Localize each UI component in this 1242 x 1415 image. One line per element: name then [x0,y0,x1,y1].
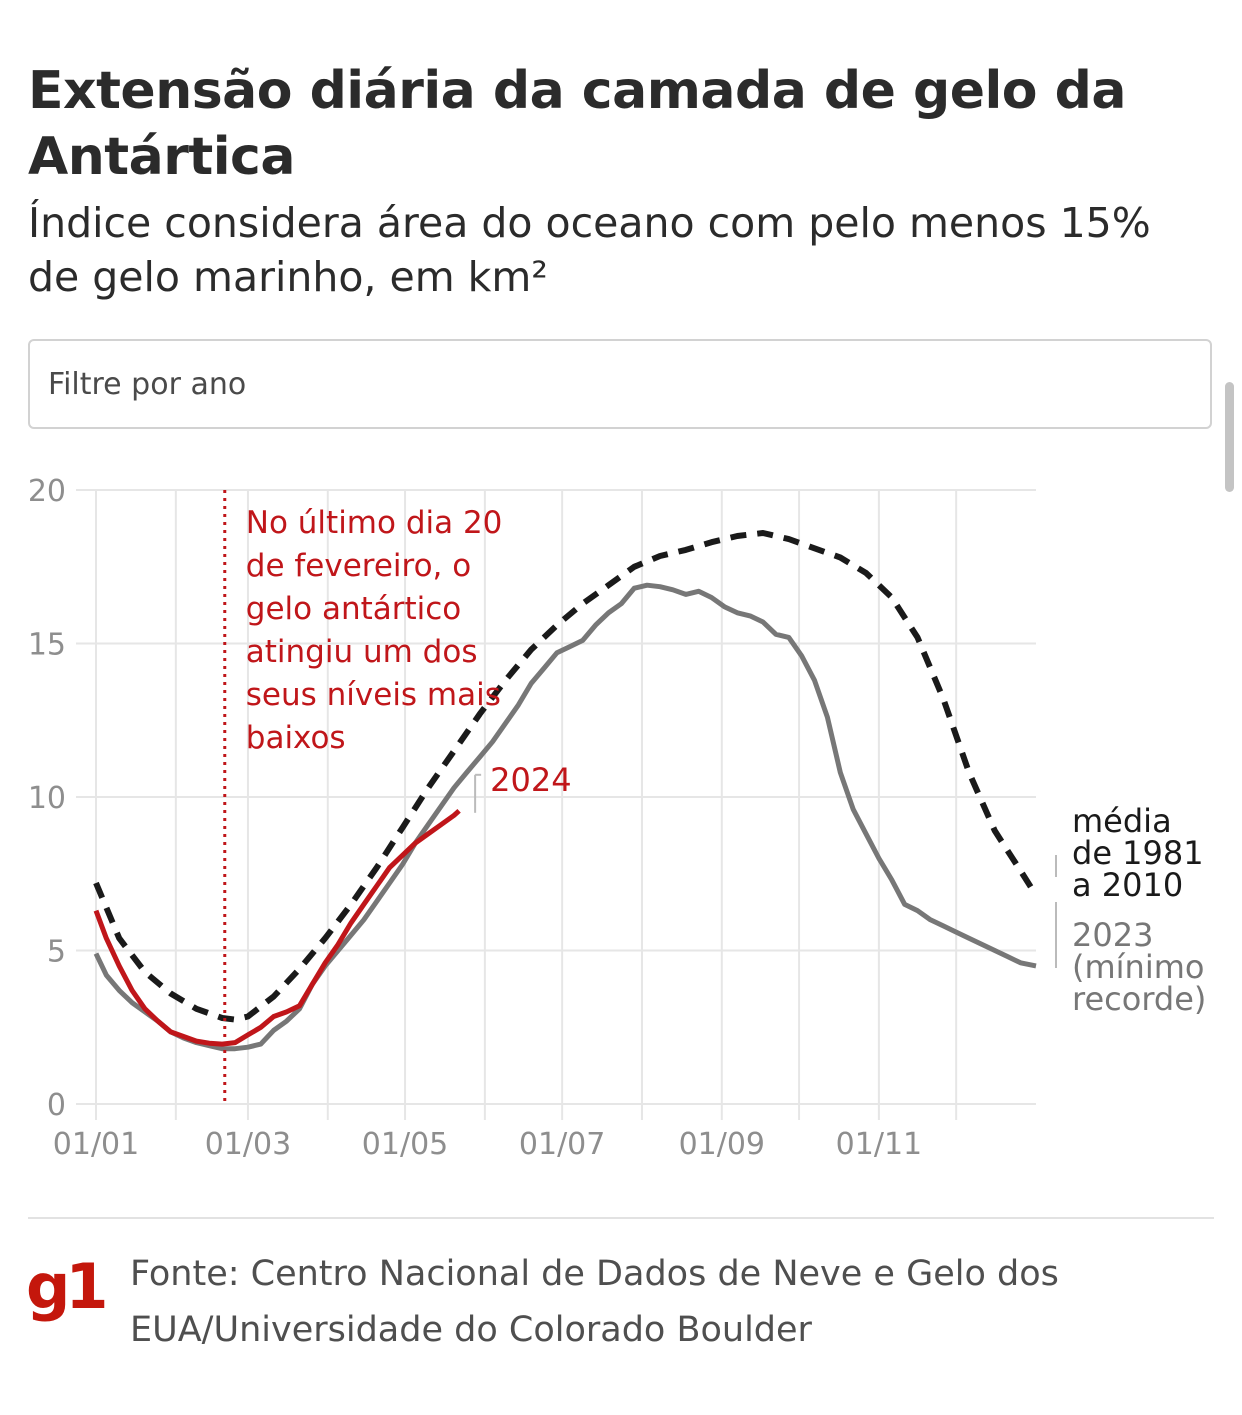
grid-lines [76,489,1036,1120]
scrollbar-thumb[interactable] [1225,382,1234,492]
source-note: Fonte: Centro Nacional de Dados de Neve … [130,1254,1059,1350]
annotation-text-line: gelo antártico [246,591,462,627]
label-record-line: 2023 [1072,916,1153,954]
x-tick-label: 01/07 [519,1127,605,1162]
label-average-line: média [1072,802,1172,840]
annotation-text-line: seus níveis mais [246,677,501,713]
chart-subtitle: Índice considera área do oceano com pelo… [28,199,1151,301]
series-lines [93,530,1039,1052]
y-tick-label: 5 [47,935,66,970]
annotation-text-line: de fevereiro, o [246,548,471,584]
annotation-text-line: No último dia 20 [246,505,503,541]
y-tick-label: 0 [47,1088,66,1123]
annotation-text-line: atingiu um dos [246,634,478,670]
x-tick-label: 01/05 [362,1127,448,1162]
series-line-0 [93,530,1039,1023]
label-average-line: a 2010 [1072,866,1183,904]
year-filter-placeholder: Filtre por ano [48,367,247,402]
footer-divider [28,1217,1214,1219]
label-average-line: de 1981 [1072,834,1204,872]
label-2024: 2024 [490,761,571,799]
label-record-line: recorde) [1072,980,1206,1018]
x-tick-label: 01/11 [836,1127,922,1162]
annotation: No último dia 20 de fevereiro, o gelo antá… [223,490,503,1104]
y-axis-tick-labels: 0 5 10 15 20 [28,474,66,1123]
y-tick-label: 20 [28,474,66,509]
chart-title: Extensão diária da camada de gelo da Ant… [28,61,1126,187]
x-tick-label: 01/03 [205,1127,291,1162]
annotation-text-line: baixos [246,720,346,756]
x-tick-label: 01/01 [53,1127,139,1162]
series-line-2 [93,808,461,1047]
g1-logo: g1 [26,1250,109,1323]
x-tick-label: 01/09 [679,1127,765,1162]
series-line-1 [93,582,1037,1052]
label-record-line: (mínimo [1072,948,1204,986]
year-filter-input[interactable]: Filtre por ano [28,339,1212,429]
x-axis-tick-labels: 01/01 01/03 01/05 01/07 01/09 01/11 [53,1127,922,1162]
y-tick-label: 10 [28,781,66,816]
y-tick-label: 15 [28,628,66,663]
